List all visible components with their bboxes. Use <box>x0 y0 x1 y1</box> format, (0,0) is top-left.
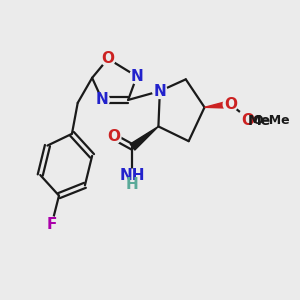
Circle shape <box>101 51 115 66</box>
Text: NH: NH <box>120 168 145 183</box>
Text: O: O <box>107 129 120 144</box>
Circle shape <box>223 97 238 112</box>
Circle shape <box>45 217 59 232</box>
Text: N: N <box>154 84 166 99</box>
Text: O–Me: O–Me <box>252 114 290 127</box>
Text: O: O <box>101 51 115 66</box>
Polygon shape <box>130 126 158 150</box>
Circle shape <box>238 107 264 134</box>
Text: O: O <box>241 113 254 128</box>
Text: N: N <box>96 92 109 107</box>
Circle shape <box>124 169 141 187</box>
Circle shape <box>106 129 121 144</box>
Text: N: N <box>130 69 143 84</box>
Text: O: O <box>224 97 237 112</box>
Text: Me: Me <box>248 114 271 128</box>
Polygon shape <box>205 100 231 108</box>
Circle shape <box>153 84 167 98</box>
Text: F: F <box>46 217 57 232</box>
Text: H: H <box>126 177 139 192</box>
Circle shape <box>95 93 109 107</box>
Circle shape <box>130 69 144 84</box>
